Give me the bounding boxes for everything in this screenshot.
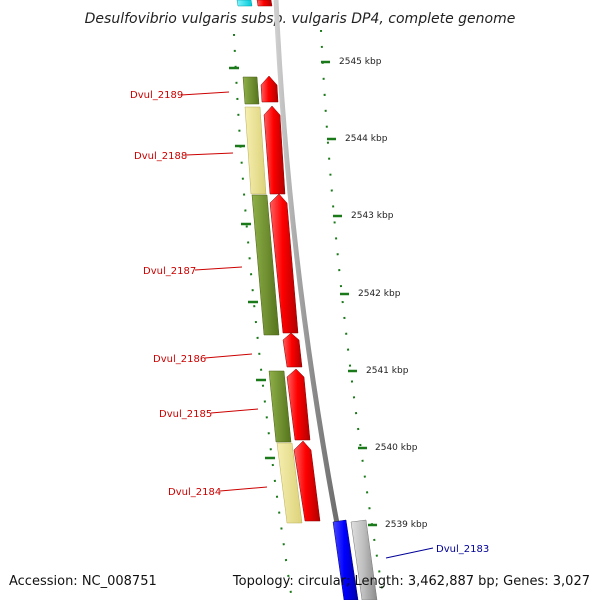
- gene-label-dvul-2188[interactable]: Dvul_2188: [134, 151, 187, 162]
- label-leader-lines: [180, 91, 434, 559]
- scale-label-2542: 2542 kbp: [358, 289, 401, 299]
- cds-dvul-2189[interactable]: [242, 76, 260, 105]
- accession-text: Accession: NC_008751: [9, 574, 157, 589]
- cds-track: [242, 76, 303, 524]
- gene-arrow-dvul-2189[interactable]: [260, 75, 279, 103]
- gene-arrow-dvul-2184[interactable]: [293, 440, 321, 522]
- gene-label-dvul-2183[interactable]: Dvul_2183: [436, 544, 489, 555]
- gene-labels: Dvul_2189 Dvul_2188 Dvul_2187 Dvul_2186 …: [130, 90, 489, 555]
- gene-track: [260, 75, 321, 522]
- inner-ticks: [229, 66, 275, 460]
- gene-arrow-dvul-2185[interactable]: [286, 368, 311, 441]
- gene-arrow-dvul-2183[interactable]: [332, 519, 359, 600]
- gene-arrow-top[interactable]: [256, 0, 273, 7]
- cds-dvul-2185[interactable]: [268, 370, 292, 443]
- cds-dvul-2188[interactable]: [244, 106, 267, 195]
- gene-label-dvul-2185[interactable]: Dvul_2185: [159, 409, 212, 420]
- scale-label-2545: 2545 kbp: [339, 57, 382, 67]
- scale-label-2539: 2539 kbp: [385, 520, 428, 530]
- genome-backbone: [273, 0, 355, 600]
- gene-label-dvul-2184[interactable]: Dvul_2184: [168, 487, 221, 498]
- scale-label-2541: 2541 kbp: [366, 366, 409, 376]
- map-title: Desulfovibrio vulgaris subsp. vulgaris D…: [85, 11, 516, 27]
- cds-dvul-2184[interactable]: [276, 442, 303, 524]
- scale-label-2543: 2543 kbp: [351, 211, 394, 221]
- scale-label-2544: 2544 kbp: [345, 134, 388, 144]
- gene-arrow-dvul-2188[interactable]: [263, 105, 286, 195]
- genome-stats-text: Topology: circular; Length: 3,462,887 bp…: [232, 574, 590, 589]
- cds-dvul-2187[interactable]: [251, 194, 280, 336]
- scale-labels: 2545 kbp 2544 kbp 2543 kbp 2542 kbp 2541…: [339, 57, 428, 530]
- gene-arrow-dvul-2186[interactable]: [282, 332, 303, 368]
- outer-dotted-boundary: [320, 29, 385, 600]
- scale-label-2540: 2540 kbp: [375, 443, 418, 453]
- feature-cyan-top[interactable]: [236, 0, 253, 7]
- gene-label-dvul-2186[interactable]: Dvul_2186: [153, 354, 206, 365]
- feature-gray-dvul-2183[interactable]: [350, 519, 378, 600]
- gene-label-dvul-2187[interactable]: Dvul_2187: [143, 266, 196, 277]
- scale-ticks: [321, 60, 377, 527]
- gene-arrow-dvul-2187[interactable]: [269, 193, 299, 334]
- gene-label-dvul-2189[interactable]: Dvul_2189: [130, 90, 183, 101]
